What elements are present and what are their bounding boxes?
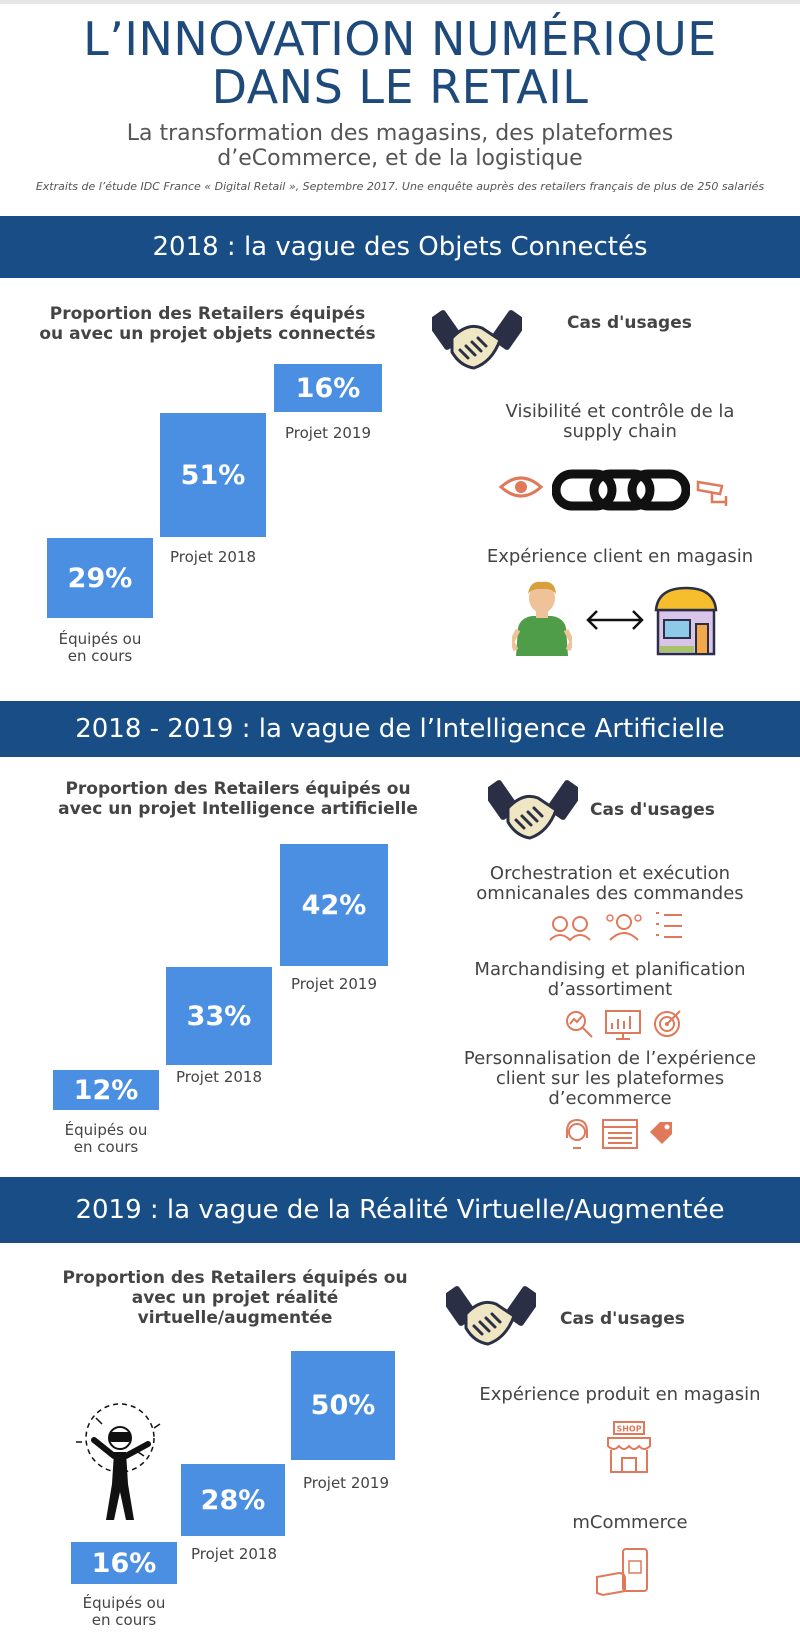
section3-heading: Proportion des Retailers équipés ou avec… — [30, 1268, 440, 1328]
mobile-payment-icon — [596, 1548, 648, 1597]
section1-label-line1: Équipés ou — [58, 630, 142, 648]
section1-usage1-line1: Visibilité et contrôle de la — [505, 401, 735, 422]
section3-bar-2019: 50% — [291, 1351, 395, 1460]
section2-usage3-line3: d’ecommerce — [548, 1088, 672, 1109]
team-icon — [606, 914, 642, 941]
section2-heading: Proportion des Retailers équipés ou avec… — [38, 779, 438, 819]
section2-usage3-line1: Personnalisation de l’expérience — [463, 1048, 757, 1069]
section2-cas-title: Cas d'usages — [590, 800, 715, 820]
support-icon — [566, 1118, 588, 1149]
section3-bar-2018-label: Projet 2018 — [190, 1545, 277, 1563]
section1-usage-supply-chain: Visibilité et contrôle de la supply chai… — [450, 402, 790, 442]
section2-heading-line2: avec un projet Intelligence artificielle — [58, 799, 418, 819]
section2-usage-orchestration: Orchestration et exécution omnicanales d… — [440, 864, 780, 904]
section1-band: 2018 : la vague des Objets Connectés — [0, 216, 800, 278]
section3-bar-2019-label: Projet 2019 — [302, 1474, 389, 1492]
section3-bar-equipes-label: Équipés ou en cours — [54, 1595, 194, 1629]
page-title-line2: DANS LE RETAIL — [211, 60, 589, 114]
section2-bar-2018: 33% — [166, 967, 272, 1065]
section2-label-line2: en cours — [73, 1138, 139, 1156]
section3-heading-line3: virtuelle/augmentée — [137, 1308, 333, 1328]
section3-label-line1: Équipés ou — [82, 1594, 166, 1612]
section1-cas-title: Cas d'usages — [567, 313, 692, 333]
section2-bar-equipes: 12% — [53, 1070, 159, 1110]
search-chart-icon — [566, 1011, 593, 1038]
store-icon — [654, 586, 718, 656]
section1-usage1-line2: supply chain — [563, 421, 677, 442]
section2-usage2-line1: Marchandising et planification — [474, 959, 746, 980]
section2-band: 2018 - 2019 : la vague de l’Intelligence… — [0, 701, 800, 757]
section2-usage-merchandising: Marchandising et planification d’assorti… — [440, 960, 780, 1000]
section3-heading-line1: Proportion des Retailers équipés ou — [62, 1268, 408, 1288]
section2-heading-line1: Proportion des Retailers équipés ou — [65, 779, 411, 799]
section3-band: 2019 : la vague de la Réalité Virtuelle/… — [0, 1177, 800, 1243]
section2-usage2-line2: d’assortiment — [547, 979, 673, 1000]
handshake-icon — [432, 300, 522, 380]
target-icon — [654, 1010, 681, 1037]
section1-heading-line1: Proportion des Retailers équipés — [49, 304, 366, 324]
section1-bar-equipes-label: Équipés ou en cours — [30, 631, 170, 665]
section1-heading-line2: ou avec un projet objets connectés — [39, 324, 376, 344]
section1-heading: Proportion des Retailers équipés ou avec… — [20, 304, 395, 344]
section3-heading-line2: avec un projet réalité — [131, 1288, 339, 1308]
list-icon — [656, 912, 682, 938]
browser-icon — [602, 1119, 638, 1149]
people-icon — [549, 916, 591, 942]
shop-icon: SHOP — [607, 1421, 651, 1473]
section3-cas-title: Cas d'usages — [560, 1309, 685, 1329]
section3-bar-equipes: 16% — [71, 1542, 177, 1584]
section1-bar-2019-label: Projet 2019 — [284, 424, 371, 442]
vr-person-icon — [76, 1403, 161, 1520]
section1-bar-equipes: 29% — [47, 538, 153, 618]
shop-sign-text: SHOP — [616, 1425, 641, 1434]
person-icon — [512, 581, 572, 656]
handshake-icon — [488, 770, 578, 850]
section3-label-line2: en cours — [91, 1611, 157, 1629]
price-tag-icon — [650, 1122, 672, 1144]
eye-icon — [498, 476, 544, 498]
section2-bar-2019-label: Projet 2019 — [290, 975, 377, 993]
section3-bar-2018: 28% — [181, 1464, 285, 1536]
section1-bar-2018: 51% — [160, 413, 266, 537]
section1-bar-2018-label: Projet 2018 — [169, 548, 256, 566]
subtitle-line1: La transformation des magasins, des plat… — [126, 121, 674, 146]
top-border — [0, 0, 800, 4]
section2-bar-2018-label: Projet 2018 — [175, 1068, 262, 1086]
cctv-camera-icon — [696, 480, 728, 506]
section2-bar-2019: 42% — [280, 844, 388, 966]
presentation-icon — [605, 1010, 641, 1040]
section2-usage-personnalisation: Personnalisation de l’expérience client … — [440, 1049, 780, 1109]
section2-usage1-line1: Orchestration et exécution — [489, 863, 731, 884]
page-title-line1: L’INNOVATION NUMÉRIQUE — [83, 12, 717, 66]
source-note: Extraits de l’étude IDC France « Digital… — [35, 180, 765, 193]
double-arrow-icon — [586, 610, 644, 630]
chain-icon — [552, 469, 690, 511]
subtitle-line2: d’eCommerce, et de la logistique — [217, 146, 583, 171]
section2-usage3-line2: client sur les plateformes — [495, 1068, 725, 1089]
handshake-icon — [446, 1276, 536, 1356]
section2-usage1-line2: omnicanales des commandes — [476, 883, 744, 904]
section1-usage-experience: Expérience client en magasin — [486, 546, 754, 567]
section2-bar-equipes-label: Équipés ou en cours — [36, 1122, 176, 1156]
section3-usage-mcommerce: mCommerce — [572, 1512, 688, 1533]
section1-label-line2: en cours — [67, 647, 133, 665]
section1-bar-2019: 16% — [274, 364, 382, 412]
section2-label-line1: Équipés ou — [64, 1121, 148, 1139]
section3-usage-experience: Expérience produit en magasin — [479, 1384, 761, 1405]
